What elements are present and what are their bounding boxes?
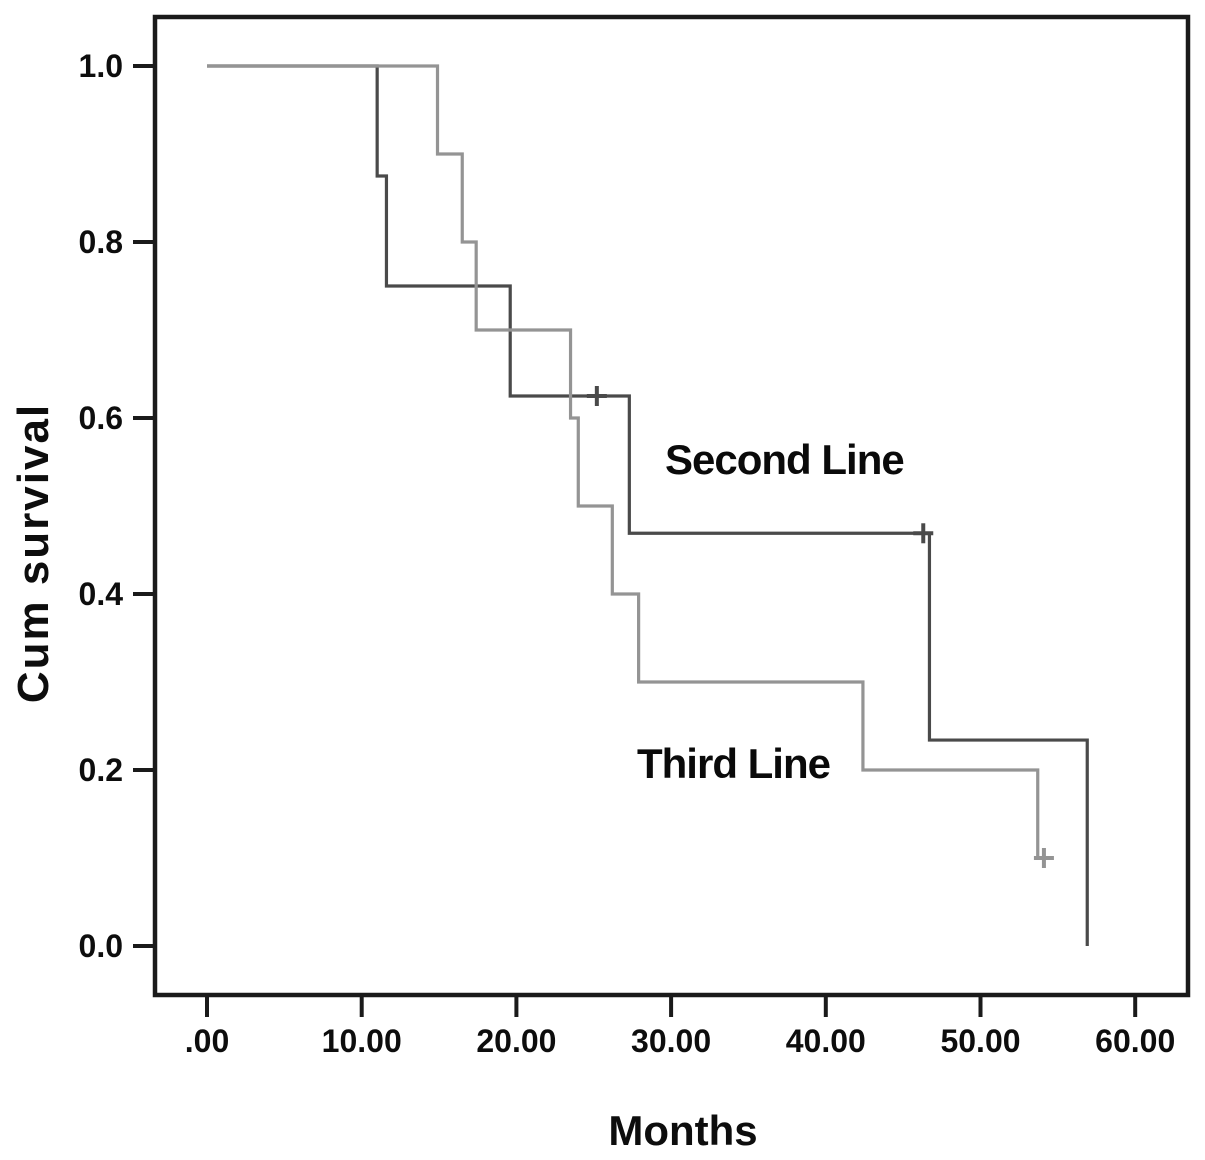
- y-axis-tick-label: 0.6: [79, 400, 123, 436]
- x-axis-tick-label: 50.00: [940, 1023, 1020, 1059]
- survival-curve-third-line: [207, 64, 1049, 860]
- y-axis-tick-label: 0.8: [79, 224, 123, 260]
- y-axis-tick-label: 0.4: [79, 576, 124, 612]
- y-axis-tick-label: 0.2: [79, 752, 123, 788]
- plot-frame: [152, 14, 1191, 998]
- x-axis-tick-label: 10.00: [322, 1023, 402, 1059]
- x-axis-title: Months: [608, 1107, 758, 1154]
- x-axis-tick-label: 40.00: [786, 1023, 866, 1059]
- x-axis-tick-label: .00: [185, 1023, 229, 1059]
- series-label-second-line: Second Line: [665, 436, 905, 483]
- y-axis-title: Cum survival: [9, 402, 58, 704]
- x-axis-tick-label: 20.00: [476, 1023, 556, 1059]
- y-axis-tick-label: 1.0: [79, 48, 123, 84]
- y-axis-tick-label: 0.0: [79, 928, 123, 964]
- x-axis-tick-label: 60.00: [1095, 1023, 1175, 1059]
- survival-curve-second-line: [207, 64, 1089, 946]
- series-label-third-line: Third Line: [637, 740, 831, 787]
- x-axis-tick-label: 30.00: [631, 1023, 711, 1059]
